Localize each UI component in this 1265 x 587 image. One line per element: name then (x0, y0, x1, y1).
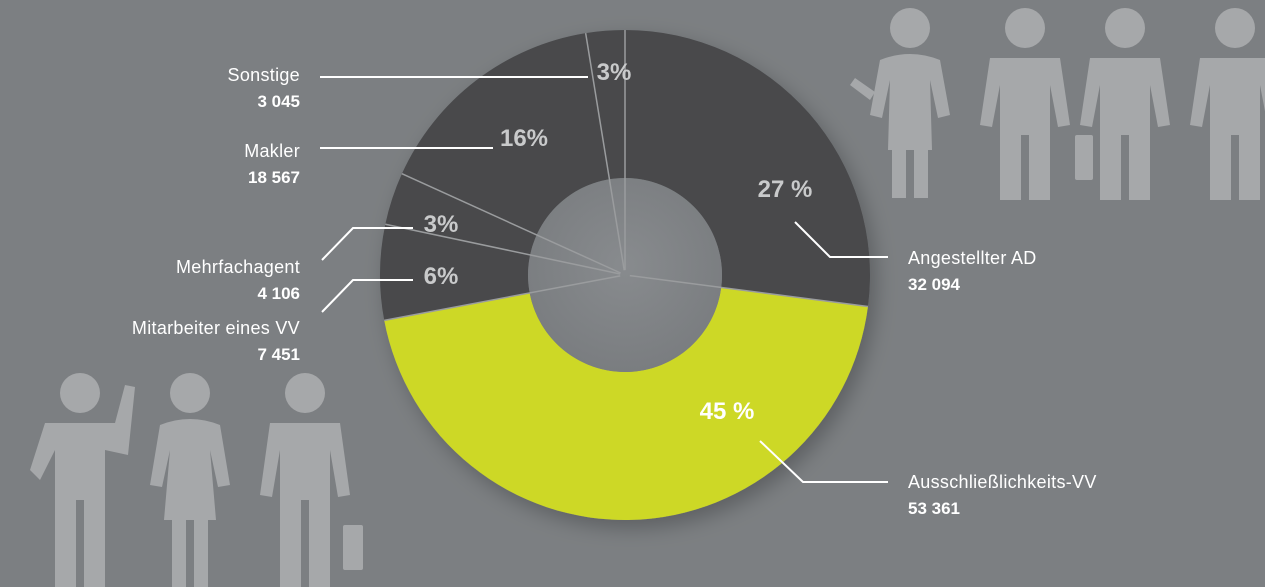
percent-label-mehrfachagent: 3% (424, 211, 459, 238)
slice-separator (385, 223, 621, 275)
slice-mitarbeiter-eines-vv (379, 224, 531, 321)
percent-labels: 27 % 45 % 6% 3% 16% 3% (424, 59, 813, 425)
leader-line-mitarbeiter-eines-vv (321, 279, 413, 313)
slice-sonstige (585, 30, 625, 180)
category-name-angestellter-ad: Angestellter AD (908, 248, 1037, 268)
category-value-angestellter-ad: 32 094 (908, 275, 961, 294)
slice-separator (401, 173, 621, 274)
percent-label-angestellter-ad: 27 % (758, 176, 813, 203)
category-value-sonstige: 3 045 (257, 92, 300, 111)
slice-separator (384, 275, 621, 322)
slice-separator (584, 33, 625, 271)
category-name-ausschlie-lichkeits-vv: Ausschließlichkeits-VV (908, 472, 1097, 492)
percent-label-ausschlie-lichkeits-vv: 45 % (700, 398, 755, 425)
percent-label-mitarbeiter-eines-vv: 6% (424, 263, 459, 290)
people-silhouettes-top-right-icon (850, 8, 1265, 200)
category-name-mitarbeiter-eines-vv: Mitarbeiter eines VV (132, 318, 300, 338)
percent-label-sonstige: 3% (597, 59, 632, 86)
category-name-makler: Makler (244, 141, 300, 161)
slice-separators (384, 30, 869, 322)
category-value-makler: 18 567 (248, 168, 300, 187)
donut-slices (379, 30, 870, 520)
people-silhouettes-bottom-left-icon (30, 373, 363, 587)
category-labels: Angestellter AD 32 094 Ausschließlichkeits… (132, 65, 1097, 518)
leader-line-ausschlie-lichkeits-vv (759, 440, 888, 483)
leader-lines (320, 76, 888, 483)
category-value-mehrfachagent: 4 106 (257, 284, 300, 303)
category-value-ausschlie-lichkeits-vv: 53 361 (908, 499, 960, 518)
slice-ausschlie-lichkeits-vv (384, 287, 868, 520)
slice-makler (401, 33, 610, 235)
category-value-mitarbeiter-eines-vv: 7 451 (257, 345, 300, 364)
category-name-mehrfachagent: Mehrfachagent (176, 257, 300, 277)
slice-separator (629, 274, 869, 308)
donut-hole (528, 178, 722, 372)
percent-label-makler: 16% (500, 125, 548, 152)
slice-mehrfachagent (385, 173, 537, 255)
slice-angestellter-ad (625, 30, 870, 307)
leader-line-angestellter-ad (794, 221, 888, 258)
category-name-sonstige: Sonstige (228, 65, 300, 85)
leader-line-mehrfachagent (321, 227, 413, 261)
